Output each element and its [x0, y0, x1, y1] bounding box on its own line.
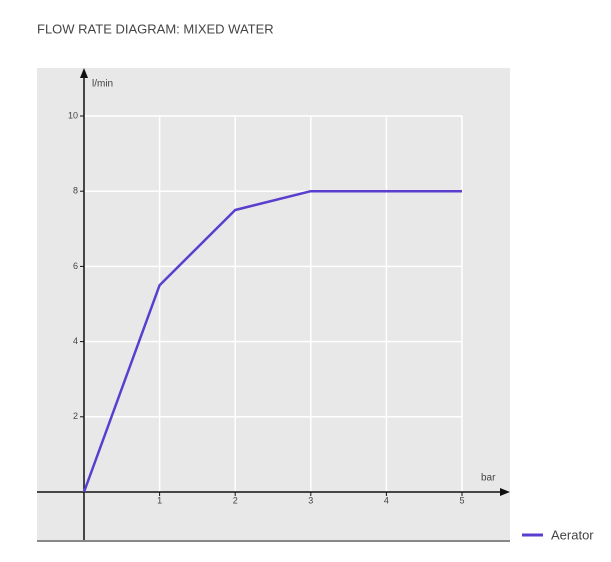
x-tick-label: 5 [459, 495, 464, 505]
data-line [82, 189, 462, 493]
x-tick-label: 1 [157, 495, 162, 505]
x-axis-label: bar [481, 473, 496, 484]
y-tick-label: 10 [68, 110, 78, 120]
y-axis-label: l/min [92, 79, 113, 90]
y-tick-label: 4 [73, 336, 78, 346]
chart-title: FLOW RATE DIAGRAM: MIXED WATER [37, 21, 274, 36]
plot-background [37, 68, 510, 540]
x-tick-label: 2 [233, 495, 238, 505]
x-tick-label: 3 [308, 495, 313, 505]
x-tick-label: 4 [384, 495, 389, 505]
legend-label: Aerator [551, 527, 594, 542]
x-axis-arrow [500, 488, 510, 496]
y-tick-label: 2 [73, 411, 78, 421]
y-tick-label: 6 [73, 261, 78, 271]
y-axis-arrow [80, 68, 88, 78]
y-tick-label: 8 [73, 186, 78, 196]
